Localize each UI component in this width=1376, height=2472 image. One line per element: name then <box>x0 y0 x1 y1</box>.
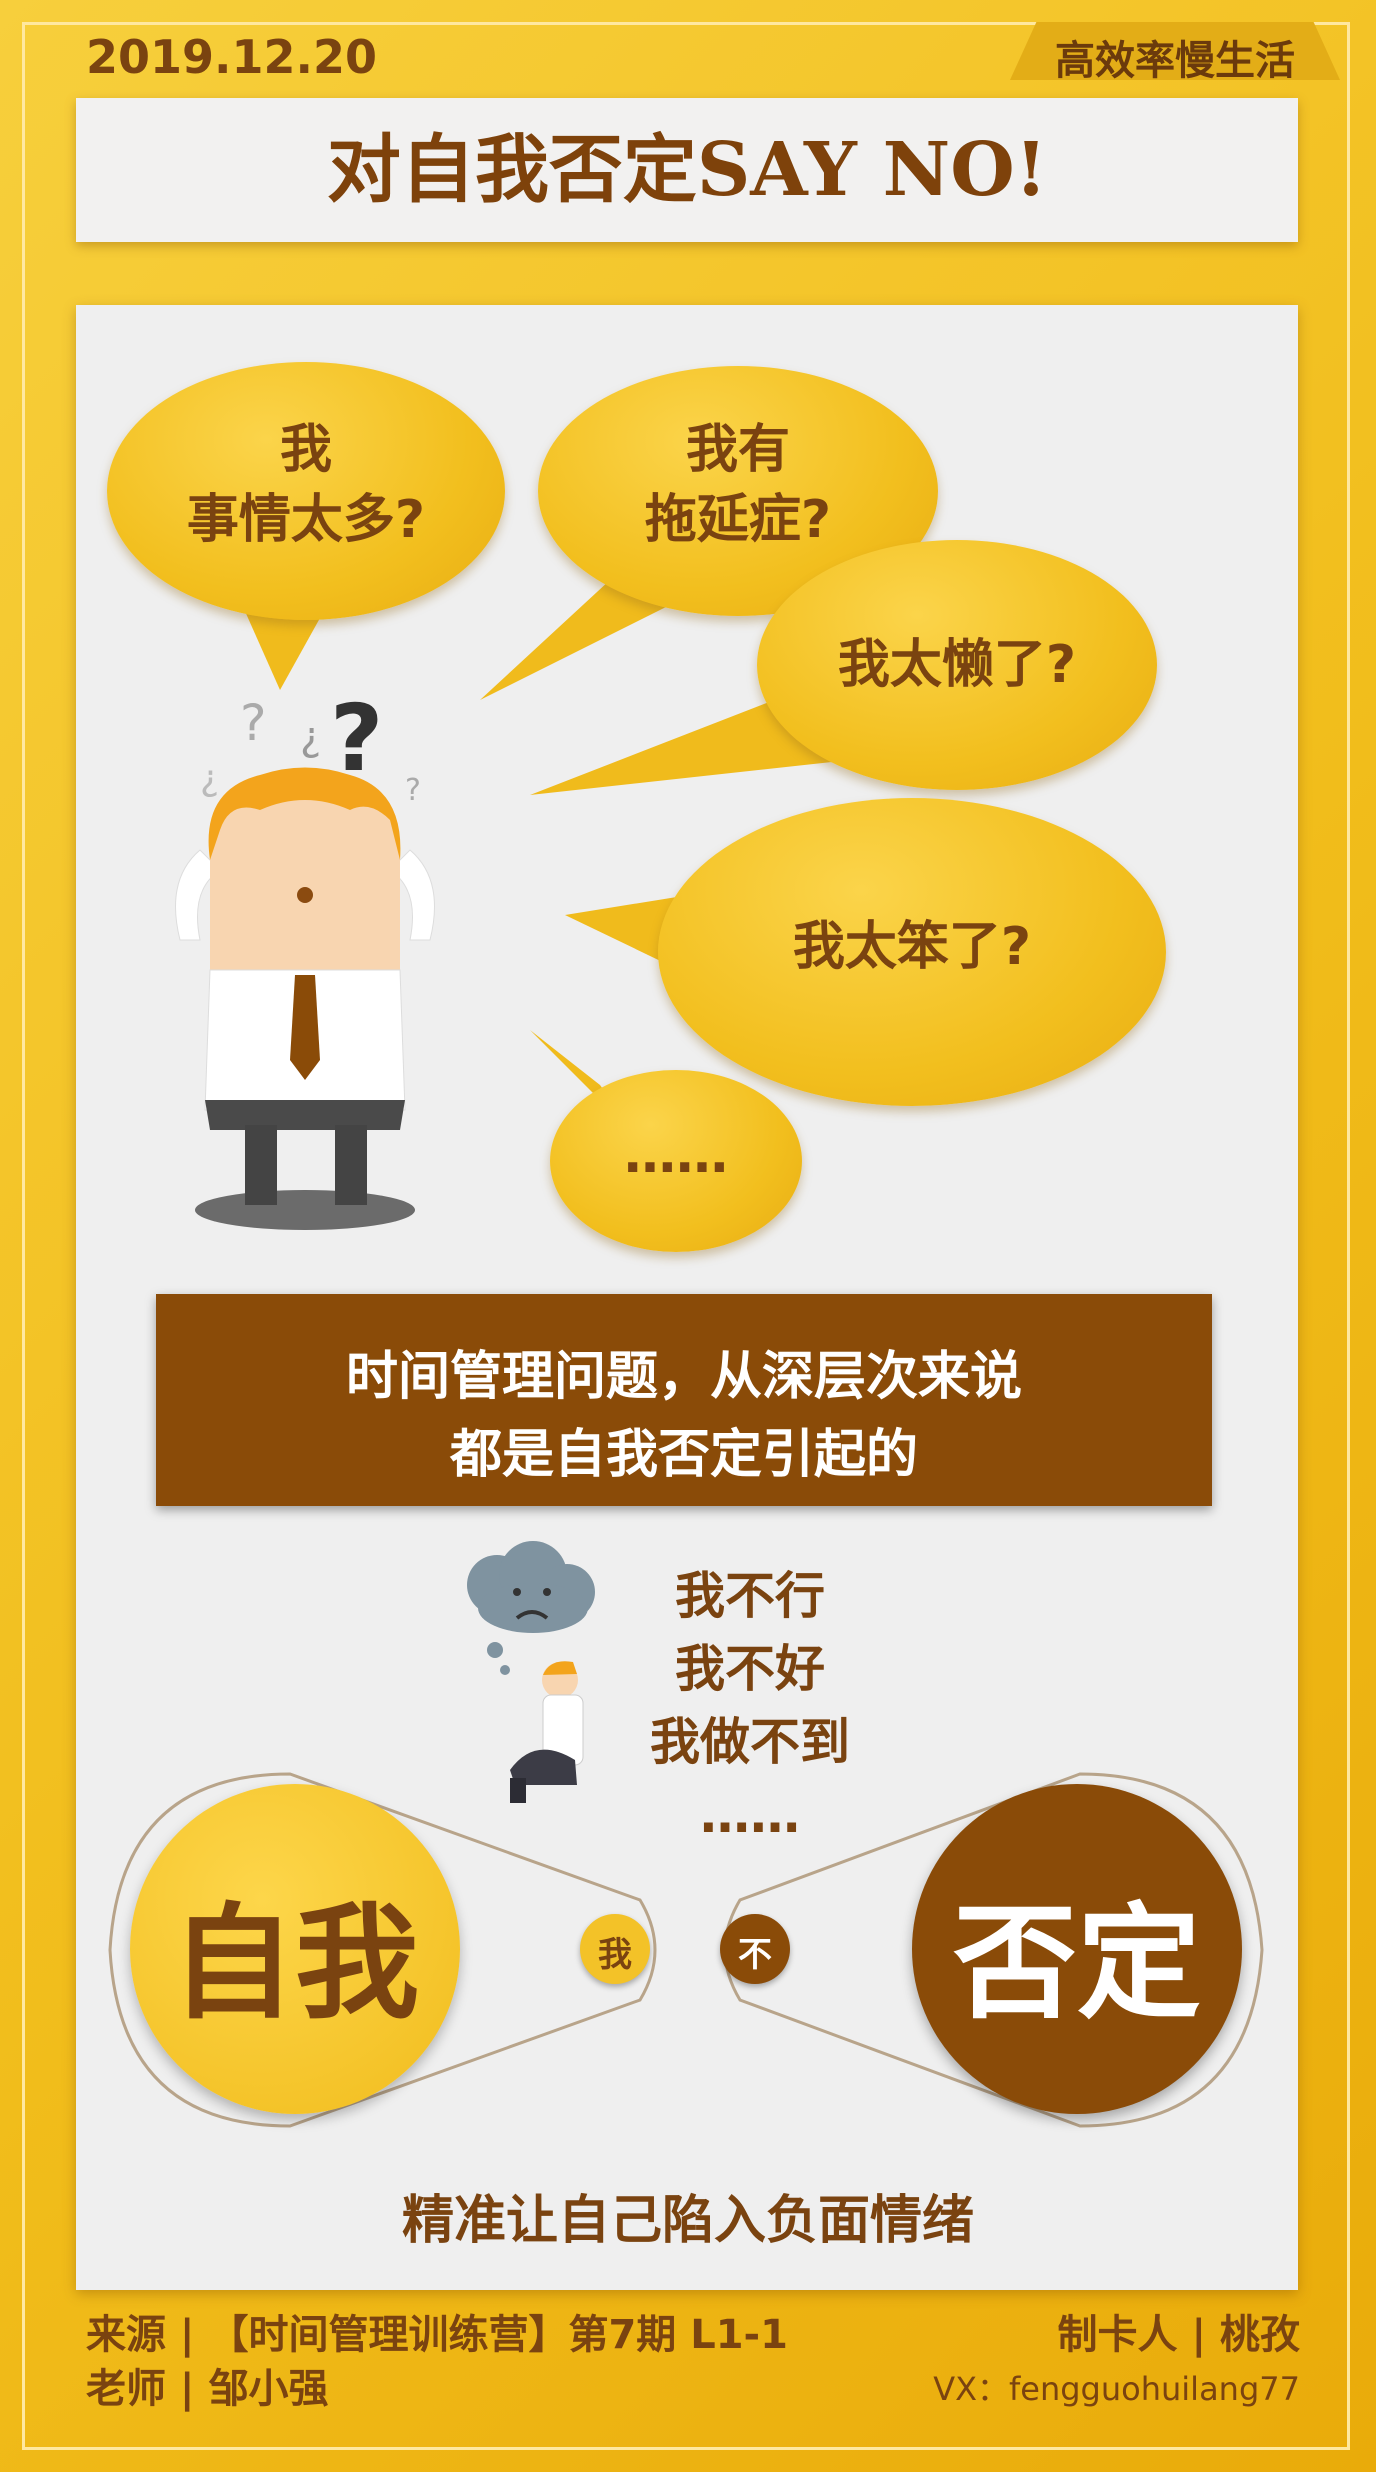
tag-label: 高效率慢生活 <box>1055 38 1295 84</box>
svg-text:¿: ¿ <box>300 714 321 760</box>
confused-man-illustration: ? ¿ ? ¿ ? <box>175 685 435 1230</box>
bubble-busy-line: 我 <box>279 420 332 480</box>
tail-2 <box>480 580 700 700</box>
negative-thought: 我不行 <box>675 1567 825 1625</box>
left-outline <box>108 1772 657 2128</box>
small-self-circle <box>580 1914 650 1984</box>
title-box: 对自我否定SAY NO! <box>76 98 1298 242</box>
summary-text: 精准让自己陷入负面情绪 <box>401 2191 974 2251</box>
self-label: 自我 <box>170 1892 419 2036</box>
footer-vx: VX：fengguohuilang77 <box>933 2370 1300 2408</box>
footer-teacher: 老师 | 邹小强 <box>86 2366 329 2412</box>
negative-thought: …… <box>700 1786 800 1844</box>
bubble-busy-text: 我 事情太多? <box>107 415 505 555</box>
bubble-ellipsis-text: …… <box>624 1125 728 1185</box>
bubble-procrastinate-line: 拖延症? <box>644 490 832 550</box>
negative-thought: 我不好 <box>675 1640 825 1698</box>
bubble-procrastinate-line: 我有 <box>685 420 790 480</box>
sad-person-illustration <box>467 1541 595 1803</box>
negation-label: 否定 <box>952 1892 1201 2036</box>
self-circle <box>130 1784 460 2114</box>
inner-frame <box>22 22 1350 2450</box>
tail-3 <box>530 690 850 795</box>
svg-text:¿: ¿ <box>200 758 219 799</box>
tail-1 <box>240 600 330 690</box>
tag-ribbon: 高效率慢生活 <box>1010 22 1340 80</box>
bubble-ellipsis <box>550 1070 802 1252</box>
svg-text:?: ? <box>405 773 421 808</box>
date: 2019.12.20 <box>86 30 378 84</box>
footer-source: 来源 | 【时间管理训练营】第7期 L1-1 <box>86 2312 788 2358</box>
page-title: 对自我否定SAY NO! <box>326 127 1048 213</box>
small-negation-circle <box>720 1914 790 1984</box>
bubble-lazy <box>757 540 1157 790</box>
bubble-stupid-text: 我太笨了? <box>792 917 1032 977</box>
footer-maker: 制卡人 | 桃孜 <box>1057 2312 1300 2358</box>
key-message-banner: 时间管理问题，从深层次来说 都是自我否定引起的 <box>156 1294 1212 1506</box>
bubble-busy-line: 事情太多? <box>186 490 426 550</box>
negation-circle <box>912 1784 1242 2114</box>
bubble-busy <box>107 362 505 620</box>
bubble-procrastinate-text: 我有 拖延症? <box>538 415 938 555</box>
banner-line-1: 时间管理问题，从深层次来说 <box>345 1347 1022 1407</box>
bubble-lazy-text: 我太懒了? <box>837 635 1077 695</box>
small-self-label: 我 <box>598 1935 632 1975</box>
banner-line-2: 都是自我否定引起的 <box>449 1425 918 1485</box>
svg-text:?: ? <box>240 694 267 752</box>
bubble-stupid <box>658 798 1166 1106</box>
negative-thought: 我做不到 <box>650 1713 850 1771</box>
small-negation-label: 不 <box>738 1935 772 1975</box>
